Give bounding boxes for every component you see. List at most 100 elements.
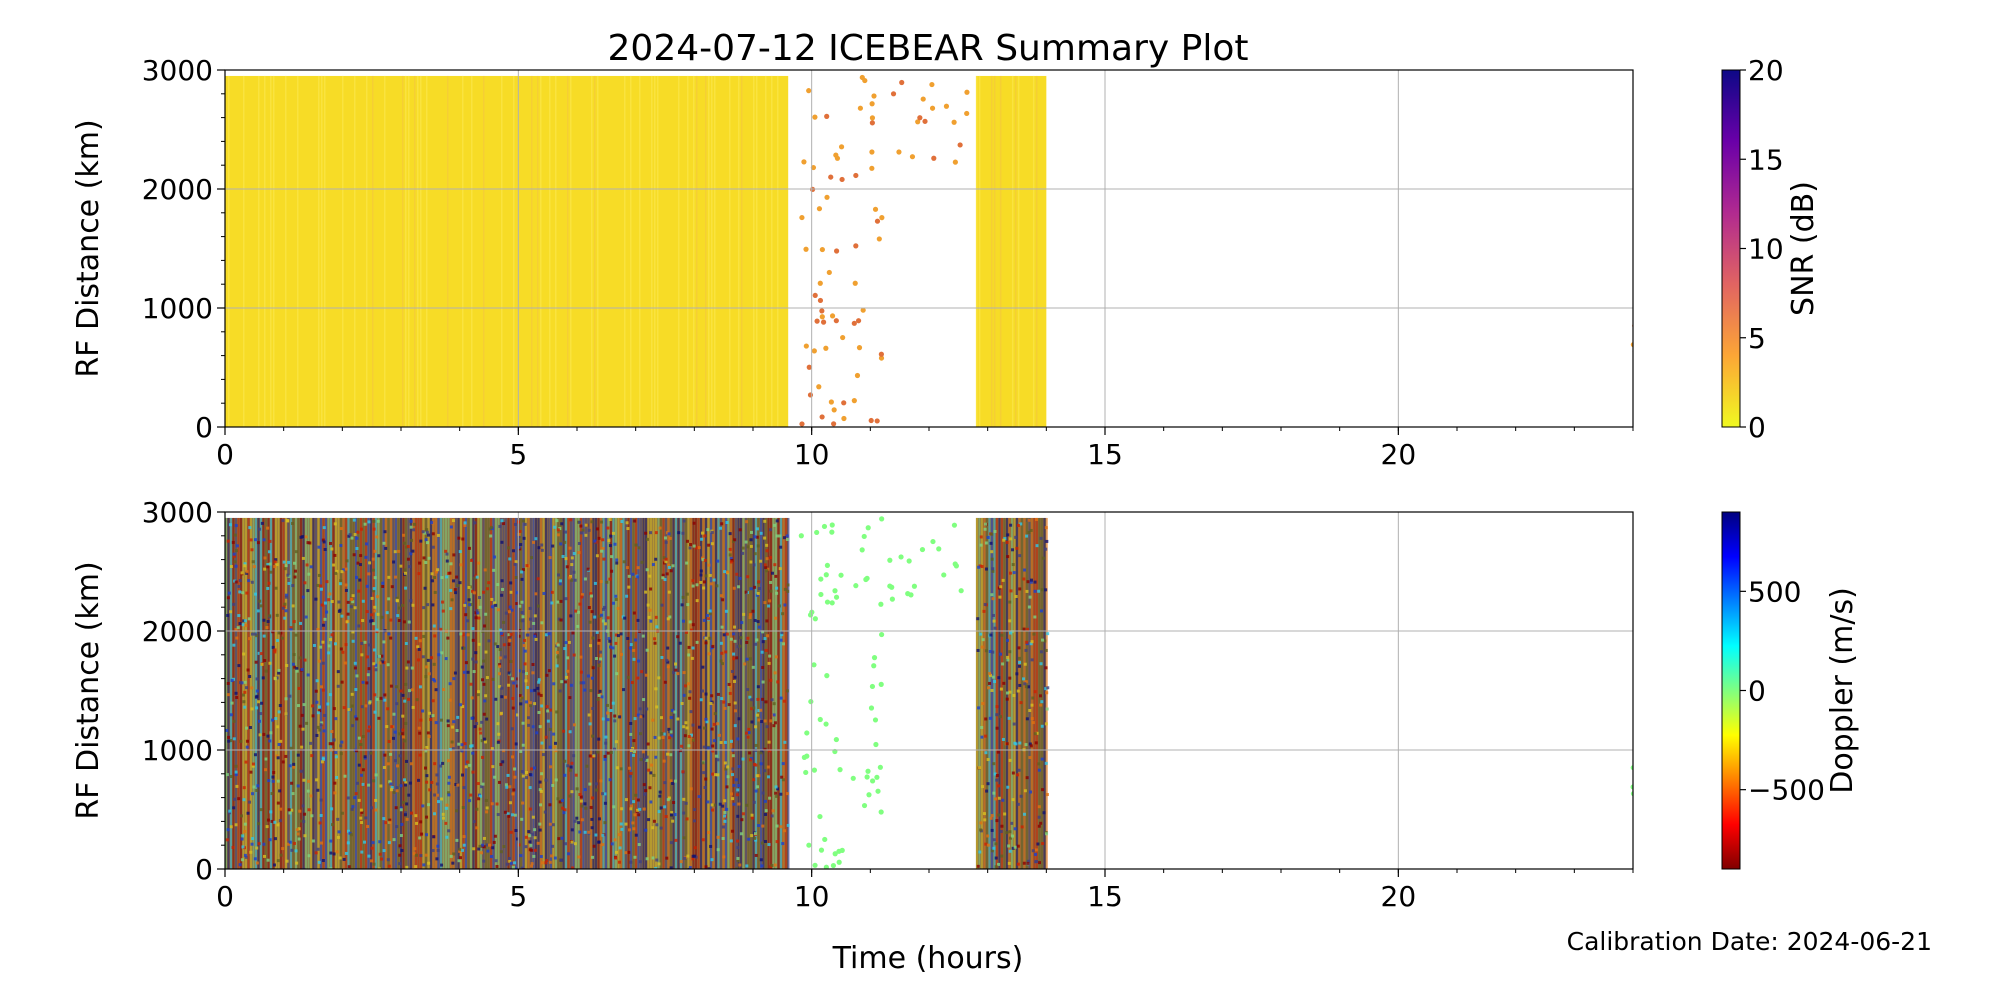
snr-point [853, 243, 859, 249]
snr-point [833, 248, 840, 254]
snr-point [874, 218, 881, 224]
colorbar-tick-label: 15 [1748, 143, 1784, 176]
doppler-point [823, 721, 829, 727]
colorbar-tick-label: 0 [1748, 411, 1766, 444]
doppler-point [919, 546, 926, 553]
y-axis-label: RF Distance (km) [71, 561, 106, 819]
snr-point [799, 421, 805, 427]
doppler-point [951, 522, 958, 528]
x-axis-label: Time (hours) [832, 941, 1024, 976]
x-tick-label: 10 [794, 438, 830, 471]
snr-point [839, 176, 845, 183]
snr-point [929, 105, 936, 111]
doppler-point [833, 736, 839, 743]
y-tick-label: 2000 [142, 615, 213, 648]
doppler-point [1630, 784, 1633, 790]
doppler-point [1634, 769, 1639, 774]
snr-point [899, 79, 905, 86]
snr-point [868, 417, 874, 424]
x-tick-label: 15 [1087, 438, 1123, 471]
doppler-point [811, 767, 818, 773]
snr-point [806, 364, 812, 370]
doppler-point [798, 533, 804, 539]
doppler-point [818, 576, 824, 582]
snr-point [872, 206, 879, 212]
y-tick-label: 0 [195, 411, 213, 444]
snr-point [869, 115, 876, 121]
snr-point [862, 77, 868, 84]
data-layer [225, 516, 1639, 869]
snr-point [801, 159, 807, 165]
calibration-date: Calibration Date: 2024-06-21 [1567, 927, 1932, 956]
colorbar-tick-label: 20 [1748, 54, 1784, 87]
snr-point [917, 115, 923, 121]
doppler-point [861, 802, 868, 809]
snr-point [833, 318, 839, 324]
doppler-point [824, 562, 831, 569]
doppler-point [887, 557, 893, 563]
doppler-point [814, 529, 820, 536]
snr-point [824, 194, 830, 200]
doppler-point [818, 847, 825, 853]
snr-point [812, 292, 818, 299]
doppler-point [838, 572, 844, 578]
doppler-point [824, 673, 830, 679]
snr-point [817, 280, 823, 286]
snr-point [874, 418, 880, 424]
snr-point [931, 155, 937, 161]
doppler-point [853, 583, 859, 589]
snr-point [853, 172, 859, 179]
snr-point [834, 155, 841, 161]
x-tick-label: 0 [216, 880, 234, 913]
doppler-point [911, 583, 918, 589]
colorbar-label: SNR (dB) [1786, 181, 1821, 316]
x-tick-label: 5 [509, 880, 527, 913]
snr-point [1633, 333, 1638, 338]
snr-point [964, 110, 970, 117]
doppler-point [829, 529, 835, 535]
doppler-point [850, 775, 856, 781]
x-tick-label: 0 [216, 438, 234, 471]
panel-1: 0 5 10 15 20 0 1000 2000 3000 RF Distance (km) 0 5 1… [71, 54, 1821, 471]
doppler-point [803, 769, 809, 776]
doppler-point [908, 592, 914, 598]
snr-point [817, 297, 824, 304]
y-tick-label: 1000 [142, 292, 213, 325]
doppler-point [872, 717, 879, 723]
snr-point [819, 246, 825, 253]
doppler-point [877, 764, 883, 770]
colorbar: 0 5 10 15 20 SNR (dB) [1721, 54, 1821, 444]
doppler-point [878, 809, 884, 815]
y-tick-label: 2000 [142, 173, 213, 206]
snr-point [851, 320, 857, 326]
y-tick-label: 3000 [142, 54, 213, 87]
colorbar-tick-label: 0 [1748, 675, 1766, 708]
snr-point [922, 118, 928, 124]
doppler-point [817, 716, 823, 723]
x-tick-label: 20 [1381, 438, 1417, 471]
doppler-point [936, 546, 942, 552]
doppler-point [829, 600, 835, 606]
x-tick-label: 10 [794, 880, 830, 913]
snr-band-3 [975, 75, 1047, 427]
doppler-point [824, 599, 831, 605]
snr-point [851, 398, 857, 404]
colorbar-gradient [1721, 69, 1741, 428]
snr-point [814, 318, 820, 324]
snr-point [1633, 338, 1638, 343]
doppler-point [898, 554, 904, 560]
doppler-point [808, 698, 814, 705]
snr-point [799, 214, 805, 221]
colorbar-tick-label: 10 [1748, 233, 1784, 266]
doppler-point [836, 859, 842, 865]
x-tick-label: 15 [1087, 880, 1123, 913]
figure-title: 2024-07-12 ICEBEAR Summary Plot [608, 28, 1249, 69]
doppler-point [823, 572, 829, 578]
doppler-point [833, 594, 840, 600]
snr-point [951, 119, 957, 125]
y-tick-label: 0 [195, 853, 213, 886]
snr-point [856, 345, 863, 351]
snr-point [819, 414, 825, 420]
snr-point [878, 351, 884, 357]
